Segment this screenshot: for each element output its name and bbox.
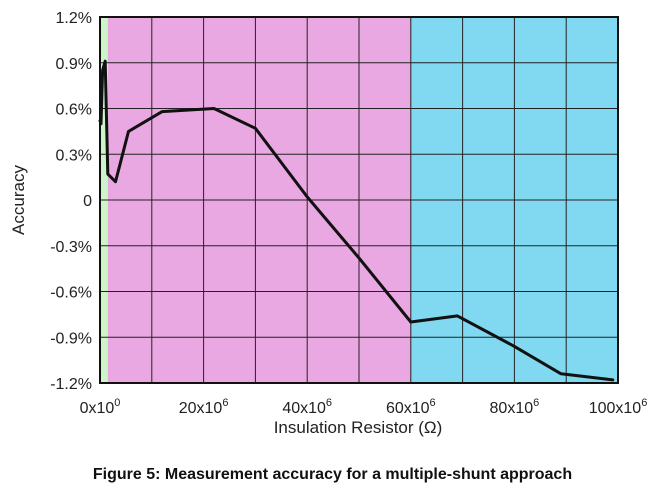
chart: 1.2% 0.9% 0.6% 0.3% 0 -0.3% -0.6% -0.9% -1.2% 0x… xyxy=(9,10,648,437)
x-tick-label: 80x106 xyxy=(490,397,540,417)
data-line-series-0 xyxy=(98,59,615,382)
y-tick-label: 0.6% xyxy=(56,102,92,119)
y-tick-label: -0.9% xyxy=(50,330,92,347)
y-tick-label: -0.3% xyxy=(50,239,92,256)
y-tick-label: 1.2% xyxy=(56,10,92,27)
x-tick-label: 0x100 xyxy=(80,397,121,417)
x-axis-title: Insulation Resistor (Ω) xyxy=(274,418,443,437)
y-tick-label: -1.2% xyxy=(50,376,92,393)
y-tick-label: 0 xyxy=(83,193,92,210)
y-axis-title: Accuracy xyxy=(9,165,28,235)
x-tick-label: 60x106 xyxy=(386,397,436,417)
y-tick-label: 0.3% xyxy=(56,147,92,164)
y-tick-label: 0.9% xyxy=(56,56,92,73)
x-tick-label: 100x106 xyxy=(589,397,648,417)
y-tick-labels: 1.2% 0.9% 0.6% 0.3% 0 -0.3% -0.6% -0.9% -1.2% xyxy=(50,10,92,393)
plot-frame xyxy=(99,16,619,384)
x-tick-label: 40x106 xyxy=(282,397,332,417)
y-tick-label: -0.6% xyxy=(50,285,92,302)
x-tick-label: 20x106 xyxy=(179,397,229,417)
figure-caption: Figure 5: Measurement accuracy for a mul… xyxy=(92,466,573,483)
data-line-group xyxy=(98,59,615,382)
grid-lines xyxy=(100,17,618,383)
x-tick-labels: 0x100 20x106 40x106 60x106 80x106 100x106 xyxy=(80,397,648,417)
